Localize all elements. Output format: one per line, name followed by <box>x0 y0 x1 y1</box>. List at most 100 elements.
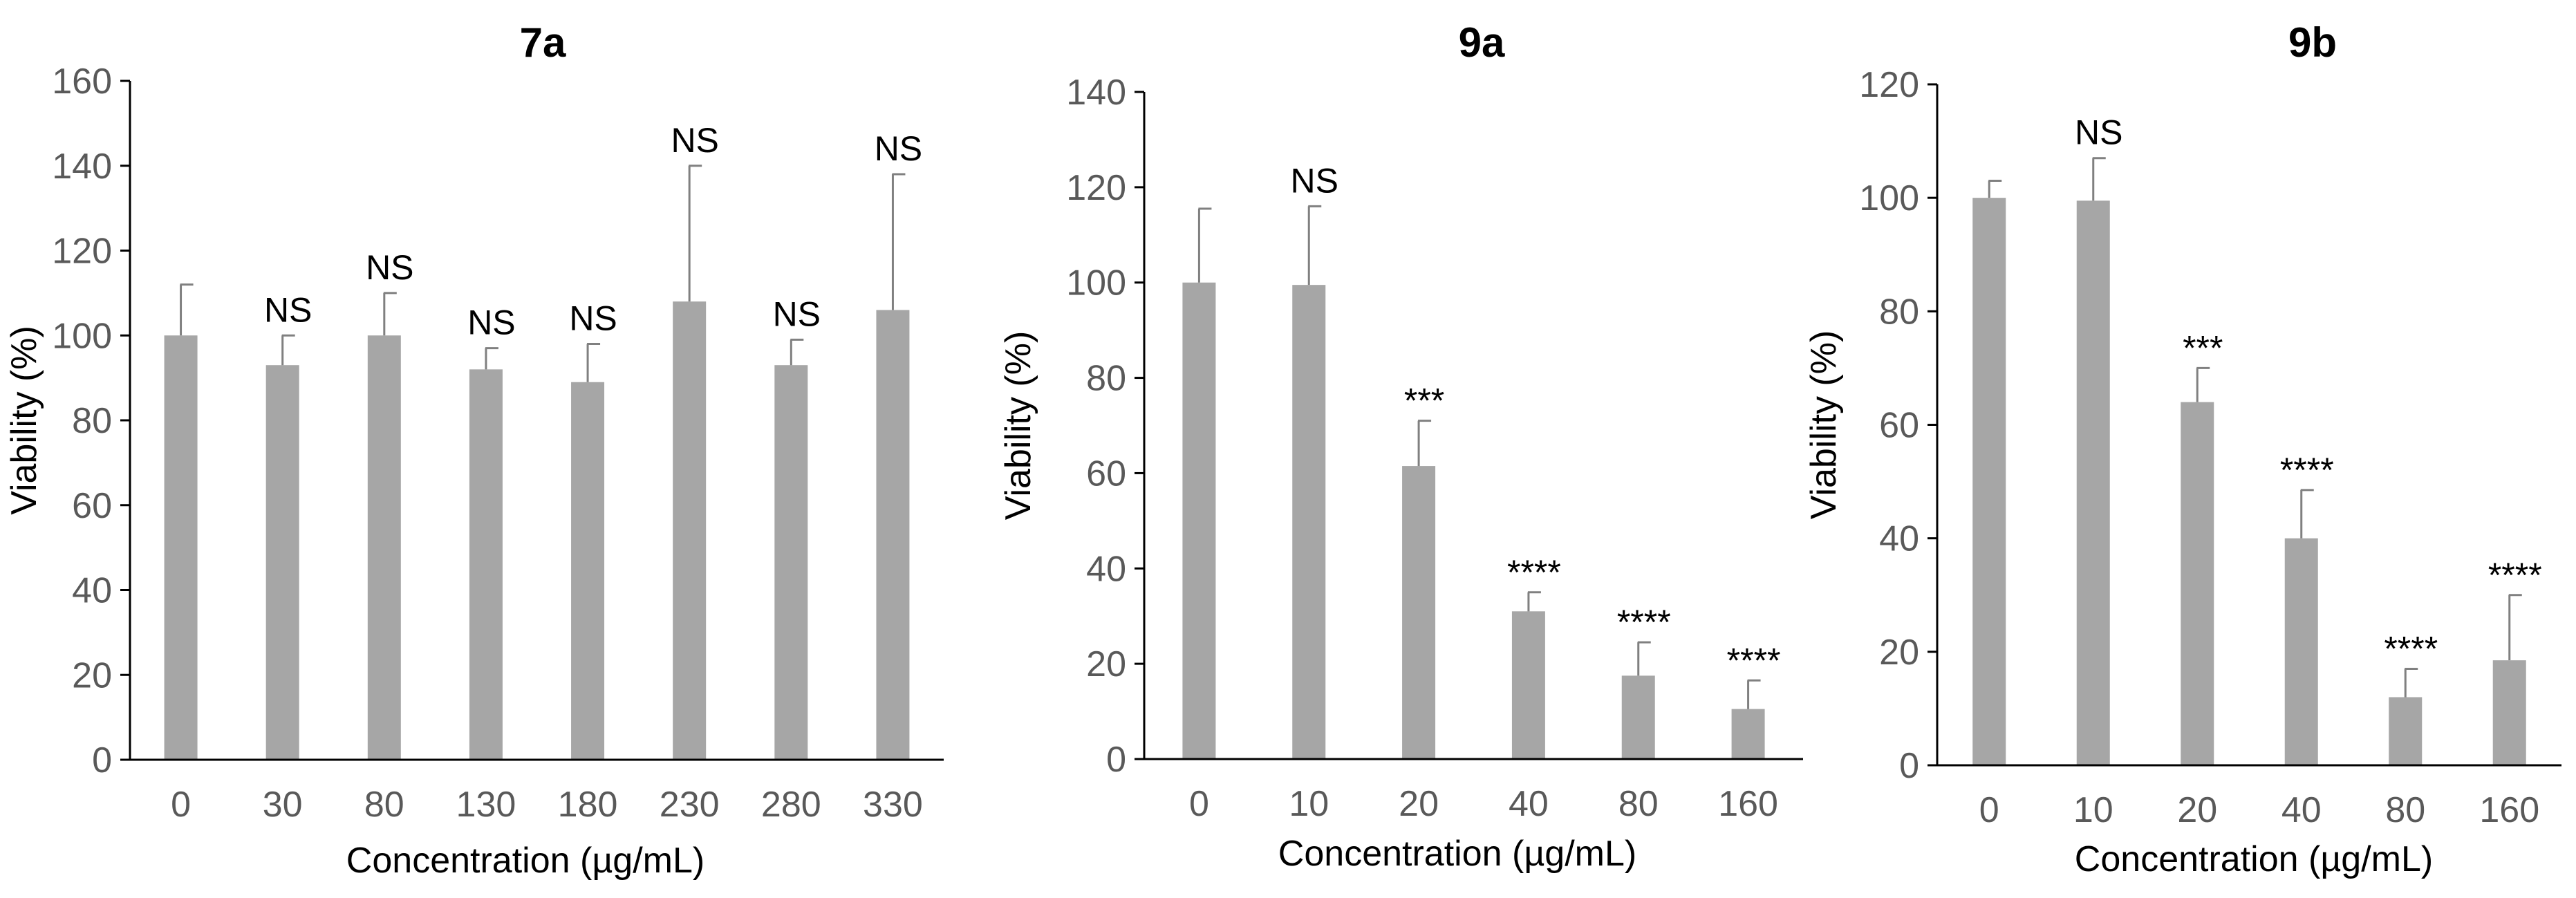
y-tick-label-20: 20 <box>1086 644 1126 684</box>
y-axis-label: Viability (%) <box>998 331 1038 521</box>
error-bar-180 <box>586 343 601 382</box>
significance-label-130: NS <box>467 303 515 342</box>
x-tick-label-80: 80 <box>1618 784 1659 824</box>
y-axis-label: Viability (%) <box>1804 330 1844 520</box>
error-bar-130 <box>485 347 498 370</box>
significance-label-20: *** <box>2183 328 2223 367</box>
bar-10 <box>2076 200 2110 765</box>
x-axis-label: Concentration (µg/mL) <box>2075 839 2433 879</box>
bar-80 <box>2389 697 2423 765</box>
y-tick-label-120: 120 <box>1066 168 1126 208</box>
x-tick-label-80: 80 <box>2385 790 2425 830</box>
x-tick-label-0: 0 <box>1979 790 1999 830</box>
x-tick-label-10: 10 <box>1289 784 1329 824</box>
x-tick-label-330: 330 <box>863 785 923 825</box>
significance-label-30: NS <box>264 290 312 329</box>
x-tick-label-0: 0 <box>171 785 191 825</box>
x-tick-label-130: 130 <box>456 785 516 825</box>
bar-230 <box>673 301 707 760</box>
x-axis-label: Concentration (µg/mL) <box>1278 834 1636 874</box>
bar-10 <box>1292 285 1326 759</box>
error-bar-160 <box>1747 679 1761 709</box>
x-tick-label-20: 20 <box>1399 784 1439 824</box>
error-bar-0 <box>1988 180 2002 198</box>
significance-label-280: NS <box>773 294 821 333</box>
bar-180 <box>571 382 605 760</box>
y-tick-label-60: 60 <box>1879 406 1919 446</box>
bar-280 <box>774 365 808 760</box>
error-bar-30 <box>281 334 295 366</box>
error-bar-80 <box>383 292 397 336</box>
y-tick-label-40: 40 <box>72 571 112 611</box>
error-bar-40 <box>2300 489 2314 539</box>
significance-label-330: NS <box>875 129 922 168</box>
y-tick-label-60: 60 <box>1086 453 1126 494</box>
x-tick-label-160: 160 <box>1718 784 1778 824</box>
x-tick-label-180: 180 <box>558 785 618 825</box>
y-tick-label-40: 40 <box>1879 519 1919 559</box>
error-bar-10 <box>2092 157 2106 201</box>
bar-130 <box>469 369 503 760</box>
y-tick-label-80: 80 <box>1086 359 1126 399</box>
y-tick-label-0: 0 <box>1106 740 1126 780</box>
significance-label-10: NS <box>1291 161 1338 200</box>
bar-40 <box>2284 538 2318 765</box>
bar-40 <box>1511 611 1545 759</box>
error-bar-0 <box>180 283 194 336</box>
x-tick-label-0: 0 <box>1189 784 1209 824</box>
chart-7a: 7a Viability (%) Concentration (µg/mL) 0 NS 3… <box>4 19 944 881</box>
y-tick-label-120: 120 <box>52 232 112 272</box>
significance-label-180: NS <box>569 299 617 338</box>
bar-0 <box>164 335 198 760</box>
y-tick-label-20: 20 <box>72 655 112 695</box>
y-tick-label-140: 140 <box>52 147 112 187</box>
x-tick-label-160: 160 <box>2479 790 2539 830</box>
significance-label-40: **** <box>2280 451 2334 489</box>
x-axis-label: Concentration (µg/mL) <box>346 841 704 881</box>
y-tick-label-0: 0 <box>92 740 112 780</box>
chart-title: 7a <box>520 19 566 66</box>
x-tick-label-30: 30 <box>263 785 303 825</box>
error-bar-10 <box>1307 205 1322 286</box>
significance-label-160: **** <box>2488 556 2542 595</box>
bar-80 <box>1621 675 1655 759</box>
bar-160 <box>2492 660 2526 765</box>
bar-20 <box>2181 402 2214 765</box>
significance-label-160: **** <box>1727 641 1781 680</box>
bar-30 <box>265 365 299 760</box>
significance-label-10: NS <box>2075 113 2122 152</box>
x-tick-label-40: 40 <box>2281 790 2322 830</box>
y-tick-label-60: 60 <box>72 486 112 526</box>
chart-title: 9b <box>2288 19 2337 66</box>
y-axis-label: Viability (%) <box>4 326 44 515</box>
error-bar-80 <box>1637 641 1651 676</box>
bar-160 <box>1731 709 1765 759</box>
y-tick-label-100: 100 <box>1859 178 1919 218</box>
bar-0 <box>1972 198 2006 766</box>
chart-9a: 9a Viability (%) Concentration (µg/mL) 0 NS 1… <box>998 19 1803 874</box>
significance-label-230: NS <box>671 121 718 160</box>
y-tick-label-20: 20 <box>1879 633 1919 673</box>
y-tick-label-80: 80 <box>72 401 112 441</box>
x-tick-label-230: 230 <box>660 785 720 825</box>
x-tick-label-40: 40 <box>1509 784 1549 824</box>
y-tick-label-100: 100 <box>52 316 112 356</box>
significance-label-40: **** <box>1507 553 1561 592</box>
error-bar-230 <box>688 165 702 302</box>
bar-20 <box>1402 466 1436 759</box>
chart-title: 9a <box>1459 19 1505 66</box>
y-tick-label-100: 100 <box>1066 263 1126 303</box>
error-bar-80 <box>2404 667 2418 698</box>
significance-label-20: *** <box>1404 382 1444 420</box>
x-tick-label-20: 20 <box>2177 790 2217 830</box>
error-bar-160 <box>2508 594 2522 661</box>
y-tick-label-120: 120 <box>1859 65 1919 105</box>
error-bar-0 <box>1197 207 1212 283</box>
bar-330 <box>876 310 910 760</box>
error-bar-20 <box>2196 366 2210 402</box>
x-tick-label-80: 80 <box>364 785 404 825</box>
y-tick-label-160: 160 <box>52 62 112 102</box>
significance-label-80: **** <box>2384 629 2438 668</box>
significance-label-80: NS <box>366 248 413 287</box>
